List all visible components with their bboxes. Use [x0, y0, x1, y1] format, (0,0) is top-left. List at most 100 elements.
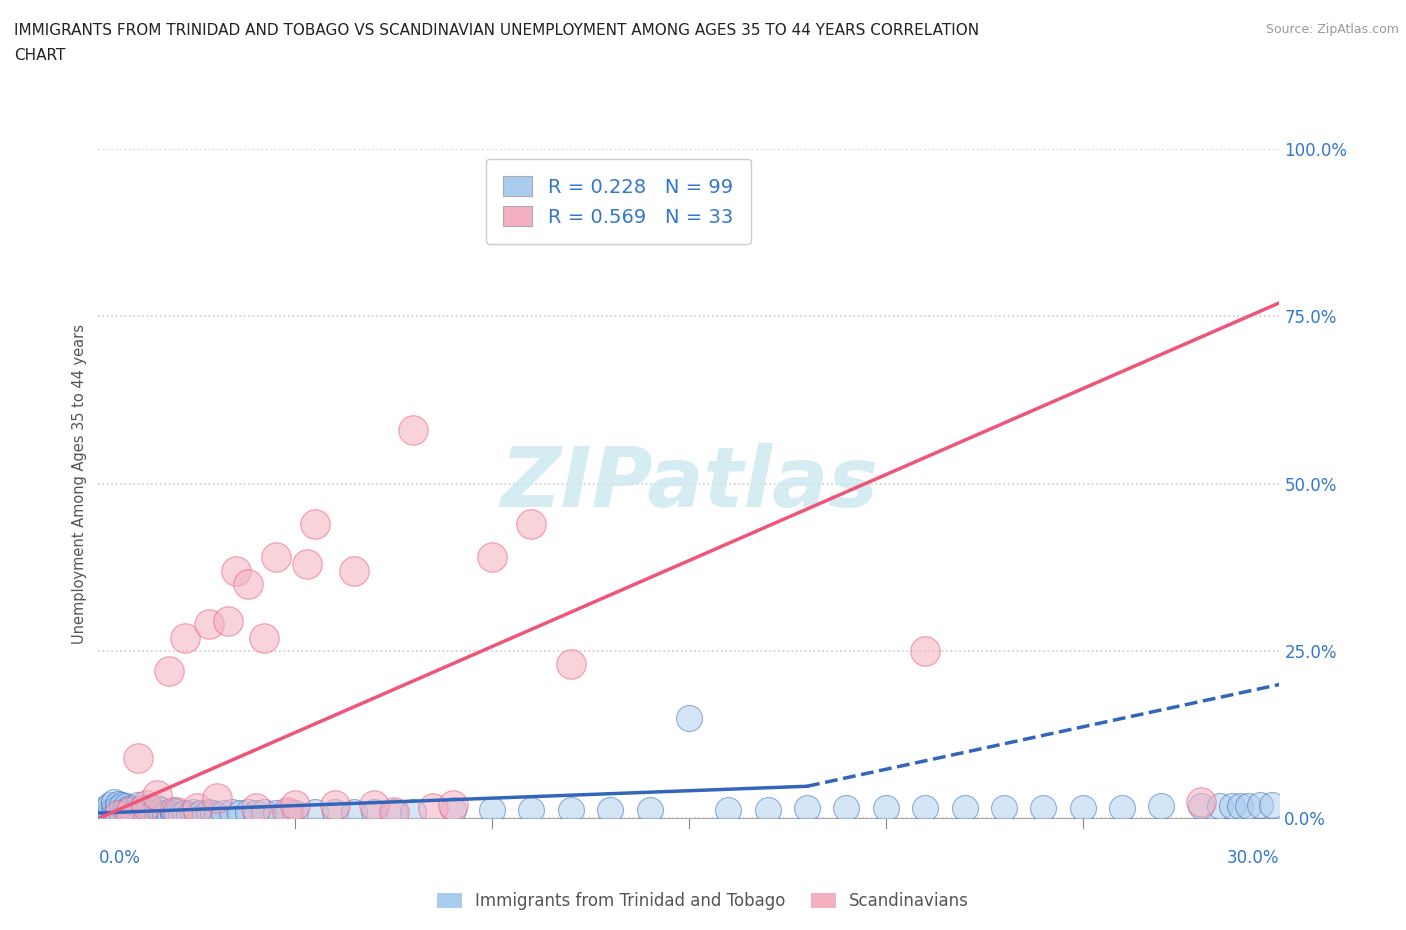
Point	[993, 801, 1015, 816]
Point	[98, 804, 121, 819]
Point	[217, 614, 239, 629]
Point	[343, 804, 366, 819]
Point	[205, 807, 228, 822]
Point	[174, 631, 197, 645]
Point	[205, 790, 228, 805]
Point	[146, 801, 169, 816]
Point	[253, 631, 276, 645]
Point	[295, 556, 318, 571]
Point	[678, 711, 700, 725]
Point	[150, 803, 173, 817]
Point	[323, 804, 346, 819]
Point	[170, 807, 193, 822]
Point	[142, 804, 165, 819]
Point	[166, 807, 188, 822]
Point	[914, 644, 936, 658]
Point	[135, 798, 157, 813]
Point	[135, 807, 157, 822]
Text: Source: ZipAtlas.com: Source: ZipAtlas.com	[1265, 23, 1399, 36]
Point	[157, 807, 180, 822]
Point	[127, 803, 149, 817]
Legend: Immigrants from Trinidad and Tobago, Scandinavians: Immigrants from Trinidad and Tobago, Sca…	[430, 885, 976, 917]
Point	[1189, 799, 1212, 814]
Point	[284, 805, 307, 820]
Point	[638, 803, 661, 817]
Point	[107, 807, 129, 822]
Text: 0.0%: 0.0%	[98, 848, 141, 867]
Point	[520, 516, 543, 531]
Point	[190, 805, 212, 820]
Point	[441, 798, 464, 813]
Point	[127, 798, 149, 813]
Point	[186, 807, 208, 822]
Point	[245, 805, 267, 820]
Point	[135, 804, 157, 819]
Point	[157, 664, 180, 679]
Point	[96, 801, 118, 816]
Text: ZIPatlas: ZIPatlas	[501, 443, 877, 525]
Point	[520, 803, 543, 817]
Point	[91, 804, 114, 819]
Point	[422, 801, 444, 816]
Point	[229, 805, 252, 820]
Point	[155, 805, 177, 820]
Point	[111, 798, 134, 813]
Point	[560, 803, 582, 817]
Point	[107, 807, 129, 822]
Point	[1150, 799, 1173, 814]
Point	[131, 801, 153, 816]
Point	[481, 803, 503, 817]
Point	[146, 788, 169, 803]
Point	[162, 807, 184, 822]
Point	[166, 804, 188, 819]
Point	[142, 807, 165, 822]
Point	[138, 807, 160, 822]
Point	[599, 803, 621, 817]
Legend: R = 0.228   N = 99, R = 0.569   N = 33: R = 0.228 N = 99, R = 0.569 N = 33	[485, 158, 751, 245]
Point	[875, 801, 897, 816]
Point	[118, 801, 141, 816]
Point	[115, 807, 138, 822]
Point	[304, 516, 326, 531]
Point	[177, 807, 200, 822]
Point	[382, 804, 405, 819]
Point	[98, 807, 121, 822]
Point	[96, 807, 118, 822]
Text: IMMIGRANTS FROM TRINIDAD AND TOBAGO VS SCANDINAVIAN UNEMPLOYMENT AMONG AGES 35 T: IMMIGRANTS FROM TRINIDAD AND TOBAGO VS S…	[14, 23, 979, 38]
Point	[1111, 801, 1133, 816]
Point	[111, 807, 134, 822]
Point	[796, 801, 818, 816]
Point	[1071, 801, 1094, 816]
Point	[118, 804, 141, 819]
Point	[276, 804, 298, 819]
Point	[127, 751, 149, 765]
Point	[363, 798, 385, 813]
Point	[127, 807, 149, 822]
Point	[214, 805, 236, 820]
Point	[253, 804, 276, 819]
Point	[284, 798, 307, 813]
Point	[162, 803, 184, 817]
Point	[304, 804, 326, 819]
Point	[382, 804, 405, 819]
Point	[245, 801, 267, 816]
Point	[197, 804, 219, 819]
Point	[194, 807, 217, 822]
Point	[107, 796, 129, 811]
Point	[756, 803, 779, 817]
Point	[264, 550, 287, 565]
Point	[717, 803, 740, 817]
Point	[914, 801, 936, 816]
Point	[1189, 794, 1212, 809]
Point	[157, 804, 180, 819]
Point	[1209, 799, 1232, 814]
Point	[131, 807, 153, 822]
Point	[155, 807, 177, 822]
Point	[107, 801, 129, 816]
Point	[115, 803, 138, 817]
Point	[118, 805, 141, 820]
Point	[98, 798, 121, 813]
Point	[1229, 799, 1251, 814]
Point	[111, 804, 134, 819]
Point	[264, 805, 287, 820]
